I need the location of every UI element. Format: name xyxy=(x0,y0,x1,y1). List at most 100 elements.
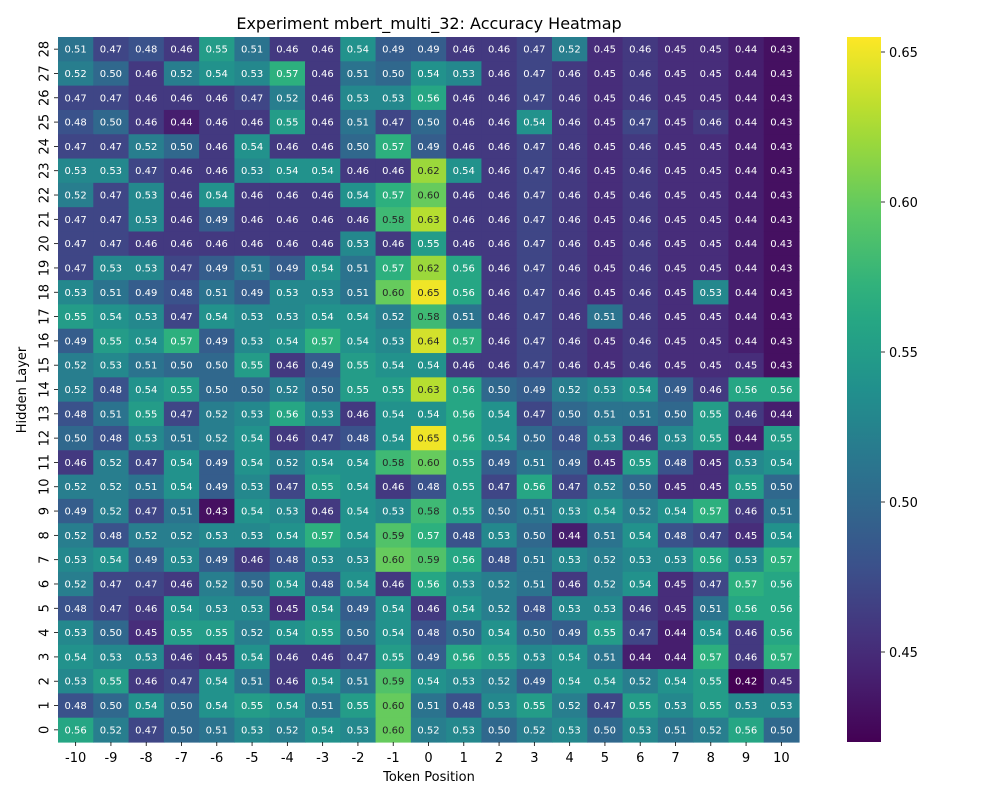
cell-value-label: 0.52 xyxy=(100,725,122,736)
heatmap-cell xyxy=(763,571,800,597)
cell-value-label: 0.53 xyxy=(382,336,404,347)
heatmap-cell xyxy=(410,571,447,597)
cell-value-label: 0.47 xyxy=(135,166,157,177)
heatmap-cell xyxy=(587,425,624,451)
cell-value-label: 0.47 xyxy=(241,93,263,104)
cell-value-label: 0.46 xyxy=(347,166,369,177)
cell-value-label: 0.48 xyxy=(100,531,122,542)
cell-value-label: 0.51 xyxy=(629,409,651,420)
cell-value-label: 0.46 xyxy=(170,579,192,590)
heatmap-cell xyxy=(552,85,588,111)
cell-value-label: 0.52 xyxy=(276,385,298,396)
heatmap-cell xyxy=(375,401,412,427)
cell-value-label: 0.64 xyxy=(417,336,439,347)
heatmap-cell xyxy=(516,717,553,743)
cell-value-label: 0.46 xyxy=(170,652,192,663)
heatmap-cell xyxy=(93,158,130,184)
y-tick-label: 20 xyxy=(38,235,53,252)
cell-value-label: 0.54 xyxy=(417,677,439,688)
heatmap-cell xyxy=(552,353,588,378)
heatmap-cell xyxy=(234,134,271,160)
heatmap-cell xyxy=(269,158,306,184)
cell-value-label: 0.46 xyxy=(312,652,334,663)
heatmap-cell xyxy=(446,231,483,257)
cell-value-label: 0.53 xyxy=(312,555,334,566)
y-tick-label: 22 xyxy=(38,187,53,204)
cell-value-label: 0.56 xyxy=(417,93,439,104)
cell-value-label: 0.52 xyxy=(488,604,510,615)
heatmap-cell xyxy=(163,377,200,403)
heatmap-cell xyxy=(375,523,412,549)
cell-value-label: 0.55 xyxy=(735,482,757,493)
heatmap-cell xyxy=(199,450,236,476)
heatmap-cell xyxy=(728,401,765,427)
cell-value-label: 0.54 xyxy=(312,604,334,615)
cell-value-label: 0.45 xyxy=(664,312,686,323)
cell-value-label: 0.51 xyxy=(523,507,545,518)
heatmap-cell xyxy=(446,644,483,670)
cell-value-label: 0.51 xyxy=(523,579,545,590)
cell-value-label: 0.43 xyxy=(770,142,792,153)
heatmap-cell xyxy=(728,717,765,743)
heatmap-cell xyxy=(693,693,730,719)
cell-value-label: 0.56 xyxy=(770,604,792,615)
heatmap-cell xyxy=(446,571,483,597)
cell-value-label: 0.54 xyxy=(206,677,228,688)
heatmap-cell xyxy=(410,620,447,646)
x-tick-label: -6 xyxy=(210,751,223,766)
heatmap-cell xyxy=(128,280,165,306)
cell-value-label: 0.57 xyxy=(770,652,792,663)
heatmap-cell xyxy=(728,328,765,354)
cell-value-label: 0.54 xyxy=(770,531,792,542)
cell-value-label: 0.45 xyxy=(664,336,686,347)
cell-value-label: 0.53 xyxy=(135,652,157,663)
heatmap-cell xyxy=(446,134,483,160)
heatmap-cell xyxy=(128,231,165,257)
cell-value-label: 0.52 xyxy=(65,69,87,80)
cell-value-label: 0.56 xyxy=(453,555,475,566)
x-tick-label: 3 xyxy=(530,751,538,766)
cell-value-label: 0.51 xyxy=(241,263,263,274)
cell-value-label: 0.56 xyxy=(65,725,87,736)
cell-value-label: 0.47 xyxy=(594,701,616,712)
heatmap-cell xyxy=(305,401,341,427)
cell-value-label: 0.55 xyxy=(312,628,334,639)
cell-value-label: 0.46 xyxy=(629,191,651,202)
cell-value-label: 0.45 xyxy=(594,93,616,104)
cell-value-label: 0.45 xyxy=(700,215,722,226)
cell-value-label: 0.52 xyxy=(629,507,651,518)
heatmap-cell xyxy=(234,61,271,87)
cell-value-label: 0.53 xyxy=(735,701,757,712)
y-tick-label: 27 xyxy=(38,65,53,82)
cell-value-label: 0.46 xyxy=(276,191,298,202)
cell-value-label: 0.46 xyxy=(559,312,581,323)
heatmap-cell xyxy=(622,255,659,281)
cell-value-label: 0.53 xyxy=(770,701,792,712)
heatmap-cell xyxy=(481,401,518,427)
y-tick-label: 26 xyxy=(38,90,53,107)
heatmap-cell xyxy=(93,425,130,451)
cell-value-label: 0.43 xyxy=(770,336,792,347)
cell-value-label: 0.44 xyxy=(735,93,757,104)
cell-value-label: 0.53 xyxy=(100,361,122,372)
cell-value-label: 0.52 xyxy=(276,725,298,736)
heatmap-cell xyxy=(587,450,624,476)
cell-value-label: 0.51 xyxy=(170,507,192,518)
cell-value-label: 0.51 xyxy=(594,531,616,542)
heatmap-cell xyxy=(93,644,130,670)
cell-value-label: 0.54 xyxy=(770,458,792,469)
cell-value-label: 0.53 xyxy=(347,555,369,566)
heatmap-cell xyxy=(622,134,659,160)
cell-value-label: 0.54 xyxy=(276,701,298,712)
heatmap-cell xyxy=(693,207,730,233)
cell-value-label: 0.48 xyxy=(559,434,581,445)
cell-value-label: 0.58 xyxy=(382,215,404,226)
cell-value-label: 0.43 xyxy=(770,239,792,250)
cell-value-label: 0.47 xyxy=(523,166,545,177)
heatmap-cell xyxy=(516,596,553,622)
cell-value-label: 0.44 xyxy=(735,288,757,299)
heatmap-cell xyxy=(587,207,624,233)
cell-value-label: 0.53 xyxy=(382,507,404,518)
heatmap-cell xyxy=(163,255,200,281)
cell-value-label: 0.46 xyxy=(735,652,757,663)
